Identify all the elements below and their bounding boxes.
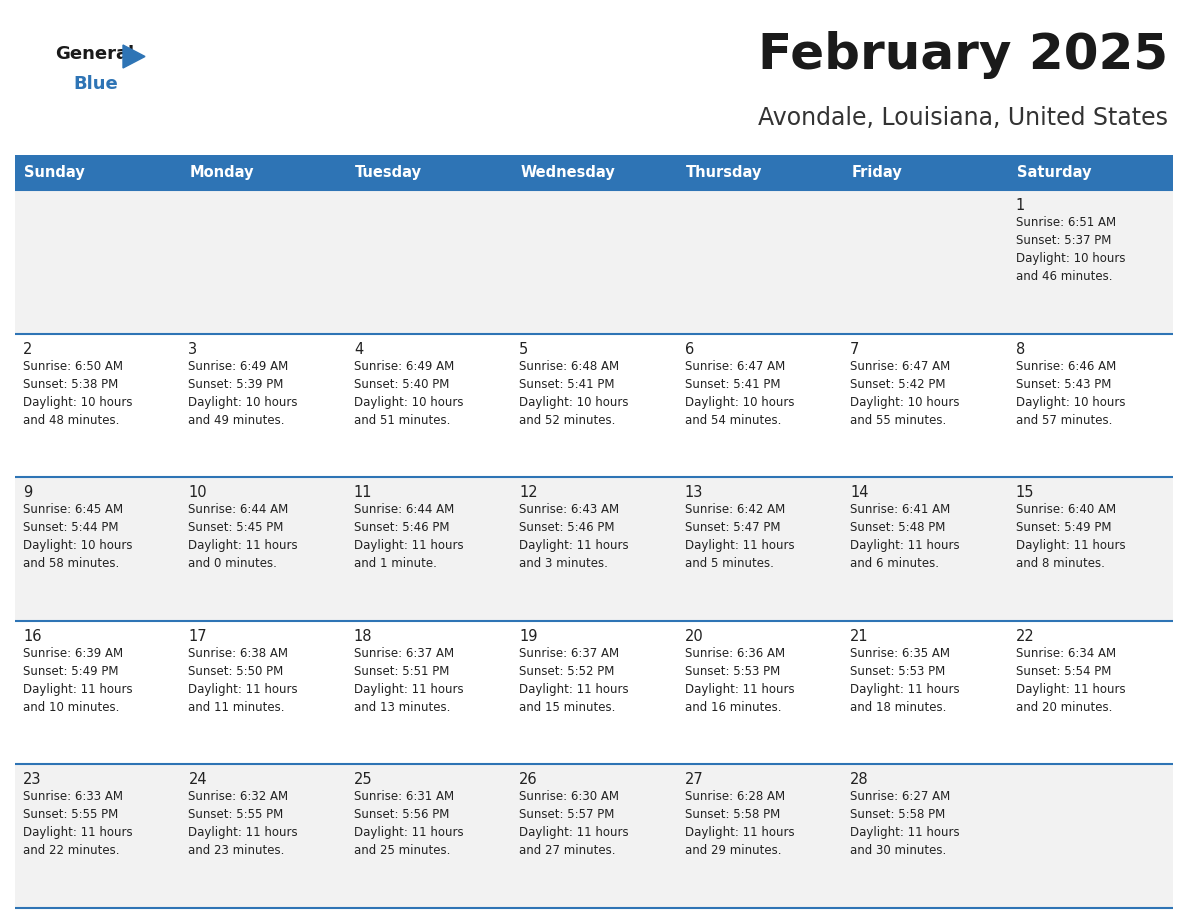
Text: 23: 23: [23, 772, 42, 788]
Text: 21: 21: [851, 629, 868, 644]
Bar: [15, 477, 1173, 621]
Text: Sunrise: 6:32 AM
Sunset: 5:55 PM
Daylight: 11 hours
and 23 minutes.: Sunrise: 6:32 AM Sunset: 5:55 PM Dayligh…: [189, 790, 298, 857]
Text: 3: 3: [189, 341, 197, 356]
Text: 28: 28: [851, 772, 868, 788]
Text: Tuesday: Tuesday: [355, 165, 422, 180]
Text: Blue: Blue: [72, 75, 118, 93]
Bar: [842, 155, 1007, 190]
Text: Sunrise: 6:34 AM
Sunset: 5:54 PM
Daylight: 11 hours
and 20 minutes.: Sunrise: 6:34 AM Sunset: 5:54 PM Dayligh…: [1016, 647, 1125, 714]
Text: 13: 13: [684, 486, 703, 500]
Bar: [15, 190, 1173, 333]
Text: Wednesday: Wednesday: [520, 165, 615, 180]
Text: Sunrise: 6:43 AM
Sunset: 5:46 PM
Daylight: 11 hours
and 3 minutes.: Sunrise: 6:43 AM Sunset: 5:46 PM Dayligh…: [519, 503, 628, 570]
Text: 14: 14: [851, 486, 868, 500]
Bar: [15, 333, 1173, 477]
Text: Thursday: Thursday: [685, 165, 762, 180]
Text: 17: 17: [189, 629, 207, 644]
Text: Sunrise: 6:37 AM
Sunset: 5:51 PM
Daylight: 11 hours
and 13 minutes.: Sunrise: 6:37 AM Sunset: 5:51 PM Dayligh…: [354, 647, 463, 714]
Bar: [1007, 155, 1173, 190]
Text: 7: 7: [851, 341, 859, 356]
Text: Sunrise: 6:42 AM
Sunset: 5:47 PM
Daylight: 11 hours
and 5 minutes.: Sunrise: 6:42 AM Sunset: 5:47 PM Dayligh…: [684, 503, 795, 570]
Text: Sunrise: 6:31 AM
Sunset: 5:56 PM
Daylight: 11 hours
and 25 minutes.: Sunrise: 6:31 AM Sunset: 5:56 PM Dayligh…: [354, 790, 463, 857]
Text: Sunrise: 6:27 AM
Sunset: 5:58 PM
Daylight: 11 hours
and 30 minutes.: Sunrise: 6:27 AM Sunset: 5:58 PM Dayligh…: [851, 790, 960, 857]
Bar: [677, 155, 842, 190]
Text: 1: 1: [1016, 198, 1025, 213]
Text: 18: 18: [354, 629, 372, 644]
Text: 15: 15: [1016, 486, 1034, 500]
Bar: [346, 155, 511, 190]
Text: 8: 8: [1016, 341, 1025, 356]
Text: Avondale, Louisiana, United States: Avondale, Louisiana, United States: [758, 106, 1168, 130]
Text: Sunrise: 6:51 AM
Sunset: 5:37 PM
Daylight: 10 hours
and 46 minutes.: Sunrise: 6:51 AM Sunset: 5:37 PM Dayligh…: [1016, 216, 1125, 283]
Bar: [15, 765, 1173, 908]
Bar: [15, 155, 181, 190]
Text: 27: 27: [684, 772, 703, 788]
Text: 26: 26: [519, 772, 538, 788]
Text: 6: 6: [684, 341, 694, 356]
Text: Monday: Monday: [189, 165, 254, 180]
Text: Sunrise: 6:46 AM
Sunset: 5:43 PM
Daylight: 10 hours
and 57 minutes.: Sunrise: 6:46 AM Sunset: 5:43 PM Dayligh…: [1016, 360, 1125, 427]
Text: General: General: [55, 45, 134, 63]
Text: 24: 24: [189, 772, 207, 788]
Text: Sunrise: 6:41 AM
Sunset: 5:48 PM
Daylight: 11 hours
and 6 minutes.: Sunrise: 6:41 AM Sunset: 5:48 PM Dayligh…: [851, 503, 960, 570]
Text: Sunrise: 6:47 AM
Sunset: 5:42 PM
Daylight: 10 hours
and 55 minutes.: Sunrise: 6:47 AM Sunset: 5:42 PM Dayligh…: [851, 360, 960, 427]
Text: Sunrise: 6:33 AM
Sunset: 5:55 PM
Daylight: 11 hours
and 22 minutes.: Sunrise: 6:33 AM Sunset: 5:55 PM Dayligh…: [23, 790, 133, 857]
Bar: [15, 621, 1173, 765]
Text: Sunrise: 6:47 AM
Sunset: 5:41 PM
Daylight: 10 hours
and 54 minutes.: Sunrise: 6:47 AM Sunset: 5:41 PM Dayligh…: [684, 360, 795, 427]
Text: February 2025: February 2025: [758, 31, 1168, 79]
Text: 10: 10: [189, 486, 207, 500]
Text: Sunrise: 6:39 AM
Sunset: 5:49 PM
Daylight: 11 hours
and 10 minutes.: Sunrise: 6:39 AM Sunset: 5:49 PM Dayligh…: [23, 647, 133, 714]
Text: Sunrise: 6:28 AM
Sunset: 5:58 PM
Daylight: 11 hours
and 29 minutes.: Sunrise: 6:28 AM Sunset: 5:58 PM Dayligh…: [684, 790, 795, 857]
Text: 25: 25: [354, 772, 373, 788]
Text: Sunrise: 6:40 AM
Sunset: 5:49 PM
Daylight: 11 hours
and 8 minutes.: Sunrise: 6:40 AM Sunset: 5:49 PM Dayligh…: [1016, 503, 1125, 570]
Text: 2: 2: [23, 341, 32, 356]
Polygon shape: [124, 45, 145, 68]
Text: 12: 12: [519, 486, 538, 500]
Text: Sunrise: 6:50 AM
Sunset: 5:38 PM
Daylight: 10 hours
and 48 minutes.: Sunrise: 6:50 AM Sunset: 5:38 PM Dayligh…: [23, 360, 133, 427]
Text: Sunrise: 6:44 AM
Sunset: 5:45 PM
Daylight: 11 hours
and 0 minutes.: Sunrise: 6:44 AM Sunset: 5:45 PM Dayligh…: [189, 503, 298, 570]
Text: Sunrise: 6:36 AM
Sunset: 5:53 PM
Daylight: 11 hours
and 16 minutes.: Sunrise: 6:36 AM Sunset: 5:53 PM Dayligh…: [684, 647, 795, 714]
Text: Sunrise: 6:49 AM
Sunset: 5:39 PM
Daylight: 10 hours
and 49 minutes.: Sunrise: 6:49 AM Sunset: 5:39 PM Dayligh…: [189, 360, 298, 427]
Text: Sunrise: 6:38 AM
Sunset: 5:50 PM
Daylight: 11 hours
and 11 minutes.: Sunrise: 6:38 AM Sunset: 5:50 PM Dayligh…: [189, 647, 298, 714]
Text: 11: 11: [354, 486, 372, 500]
Text: 4: 4: [354, 341, 364, 356]
Text: Sunrise: 6:49 AM
Sunset: 5:40 PM
Daylight: 10 hours
and 51 minutes.: Sunrise: 6:49 AM Sunset: 5:40 PM Dayligh…: [354, 360, 463, 427]
Text: Sunrise: 6:45 AM
Sunset: 5:44 PM
Daylight: 10 hours
and 58 minutes.: Sunrise: 6:45 AM Sunset: 5:44 PM Dayligh…: [23, 503, 133, 570]
Text: 20: 20: [684, 629, 703, 644]
Text: Sunday: Sunday: [24, 165, 84, 180]
Text: Sunrise: 6:44 AM
Sunset: 5:46 PM
Daylight: 11 hours
and 1 minute.: Sunrise: 6:44 AM Sunset: 5:46 PM Dayligh…: [354, 503, 463, 570]
Text: Sunrise: 6:37 AM
Sunset: 5:52 PM
Daylight: 11 hours
and 15 minutes.: Sunrise: 6:37 AM Sunset: 5:52 PM Dayligh…: [519, 647, 628, 714]
Text: 22: 22: [1016, 629, 1035, 644]
Text: Sunrise: 6:48 AM
Sunset: 5:41 PM
Daylight: 10 hours
and 52 minutes.: Sunrise: 6:48 AM Sunset: 5:41 PM Dayligh…: [519, 360, 628, 427]
Text: Sunrise: 6:30 AM
Sunset: 5:57 PM
Daylight: 11 hours
and 27 minutes.: Sunrise: 6:30 AM Sunset: 5:57 PM Dayligh…: [519, 790, 628, 857]
Bar: [511, 155, 677, 190]
Text: Sunrise: 6:35 AM
Sunset: 5:53 PM
Daylight: 11 hours
and 18 minutes.: Sunrise: 6:35 AM Sunset: 5:53 PM Dayligh…: [851, 647, 960, 714]
Bar: [181, 155, 346, 190]
Text: 16: 16: [23, 629, 42, 644]
Text: Friday: Friday: [851, 165, 902, 180]
Text: 19: 19: [519, 629, 538, 644]
Text: 9: 9: [23, 486, 32, 500]
Text: Saturday: Saturday: [1017, 165, 1091, 180]
Text: 5: 5: [519, 341, 529, 356]
